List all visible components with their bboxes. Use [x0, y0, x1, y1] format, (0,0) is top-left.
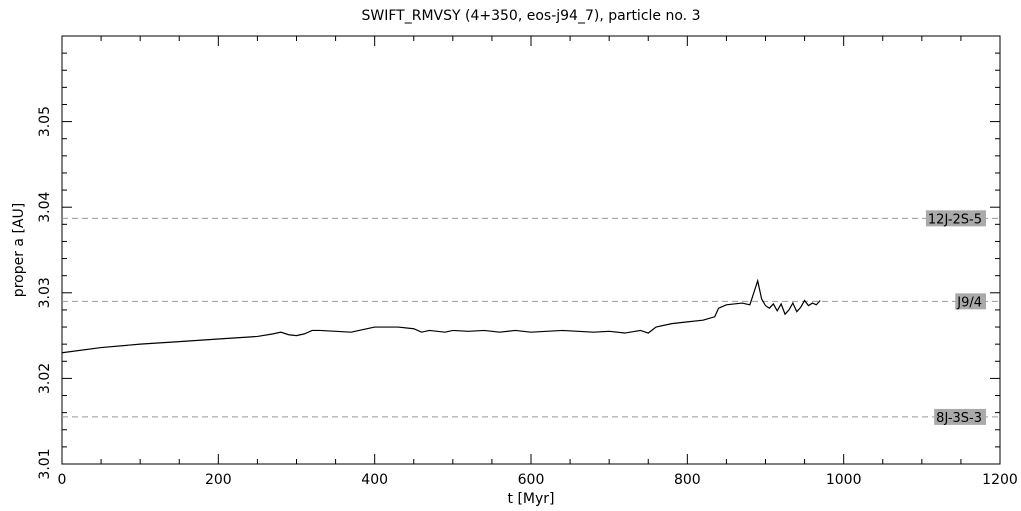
reference-line-label-box: [934, 408, 986, 425]
axis-ticks: [61, 35, 1001, 465]
y-tick-label: 3.05: [37, 106, 53, 137]
x-tick-label: 200: [205, 472, 232, 488]
reference-lines: 12J-2S-5 J9/4 8J-3S-3: [62, 210, 1000, 426]
reference-line-label-box: [955, 293, 986, 310]
plot-frame: [61, 35, 1001, 465]
y-tick-label: 3.01: [37, 448, 53, 479]
x-tick-label: 400: [361, 472, 388, 488]
y-axis-label: proper a [AU]: [11, 203, 27, 297]
y-tick-label: 3.04: [37, 192, 53, 223]
x-tick-label: 600: [518, 472, 545, 488]
chart-title: SWIFT_RMVSY (4+350, eos-j94_7), particle…: [362, 8, 701, 24]
reference-line-label: J9/4: [956, 295, 982, 310]
y-tick-label: 3.03: [37, 277, 53, 308]
reference-line-label: 8J-3S-3: [936, 411, 982, 426]
x-tick-label: 1200: [982, 472, 1018, 488]
x-axis-label: t [Myr]: [508, 491, 555, 507]
series-line: [61, 278, 821, 354]
x-tick-label: 0: [58, 472, 67, 488]
reference-line-label-box: [925, 210, 986, 227]
y-tick-label: 3.02: [37, 363, 53, 394]
reference-line-label: 12J-2S-5: [928, 212, 982, 227]
x-tick-label: 800: [674, 472, 701, 488]
x-tick-labels: 0 200 400 600 800 1000 1200: [58, 472, 1018, 488]
y-tick-labels: 3.01 3.02 3.03 3.04 3.05: [37, 106, 53, 480]
x-tick-label: 1000: [826, 472, 862, 488]
